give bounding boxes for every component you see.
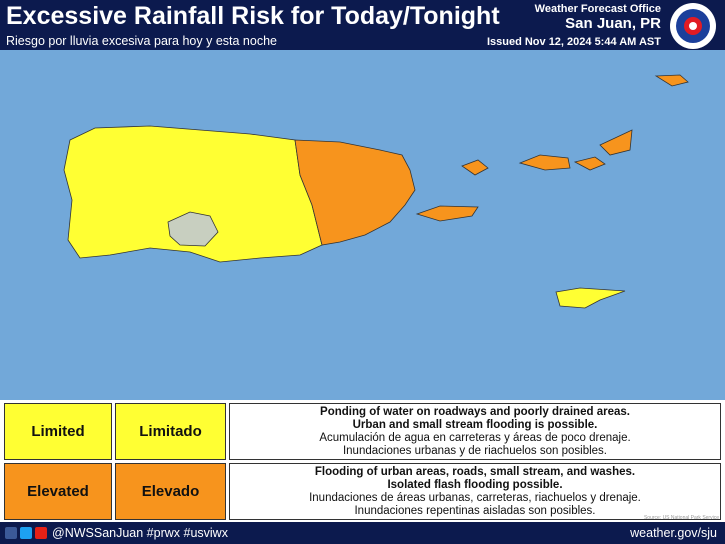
social: @NWSSanJuan #prwx #usviwx [52,526,228,540]
map [63,74,689,309]
st-thomas [518,154,571,171]
pr-gray [167,211,219,247]
footer: @NWSSanJuan #prwx #usviwx weather.gov/sj… [0,522,725,544]
anegada [654,74,689,87]
twitter-icon[interactable] [20,527,32,539]
label-es: Limitado [115,403,226,460]
st-croix [555,287,626,309]
youtube-icon[interactable] [35,527,47,539]
facebook-icon[interactable] [5,527,17,539]
description: Flooding of urban areas, roads, small st… [229,463,721,520]
label-en: Limited [4,403,112,460]
header: Excessive Rainfall Risk for Today/Tonigh… [0,0,725,50]
source: Source: US National Park Service [643,515,719,521]
description-line: Inundaciones de áreas urbanas, carretera… [309,491,641,504]
office: Weather Forecast Office [534,3,661,15]
description-line: Isolated flash flooding possible. [387,478,563,491]
st-john [573,156,606,171]
description: Ponding of water on roadways and poorly … [229,403,721,460]
vieques [415,205,479,222]
description-line: Ponding of water on roadways and poorly … [320,405,630,418]
description-line: Urban and small stream flooding is possi… [352,418,598,431]
description-line: Inundaciones urbanas y de riachuelos son… [342,444,608,457]
label-en: Elevated [4,463,112,520]
description-line: Inundaciones repentinas aisladas son pos… [354,504,596,517]
description-line: Flooding of urban areas, roads, small st… [314,465,636,478]
logo [670,3,716,49]
pr-orange [294,139,416,246]
legend: Limited Limitado Ponding of water on roadw… [0,400,725,522]
location: San Juan, PR [565,15,661,32]
url[interactable]: weather.gov/sju [630,526,717,540]
description-line: Acumulación de agua en carreteras y área… [319,431,631,444]
pr-yellow [63,125,323,263]
issued: Issued Nov 12, 2024 5:44 AM AST [486,36,661,48]
tortola [599,129,633,156]
label-es: Elevado [115,463,226,520]
title: Excessive Rainfall Risk for Today/Tonigh… [6,2,500,30]
subtitle: Riesgo por lluvia excesiva para hoy y es… [6,34,277,48]
culebra [461,159,489,176]
